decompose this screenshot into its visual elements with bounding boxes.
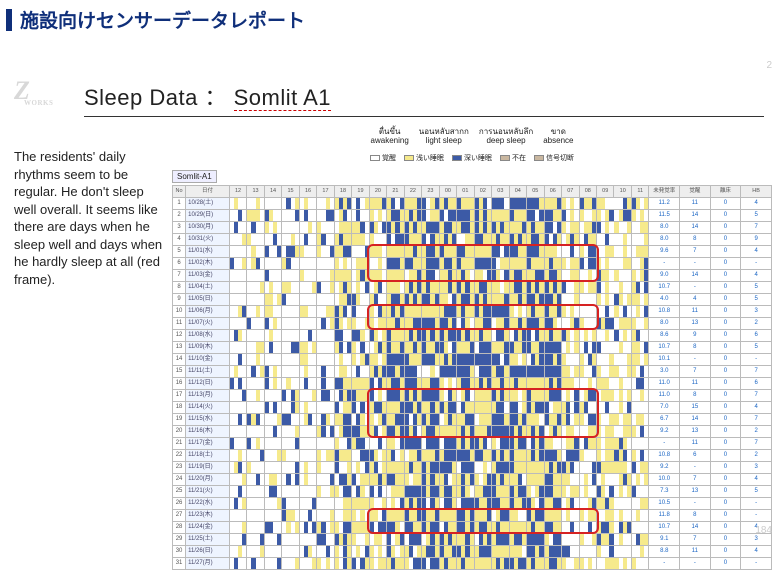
sleep-chart: ตื่นขึ้นawakening นอนหลับสากกlight sleep ก…	[172, 128, 772, 570]
sleep-table: No日付121314151617181920212223000102030405…	[172, 185, 772, 570]
legend-top: ตื่นขึ้นawakening นอนหลับสากกlight sleep ก…	[172, 128, 772, 146]
legend-item: นอนหลับสากกlight sleep	[419, 128, 469, 146]
table-row: 1811/14(火)7.01504	[173, 401, 772, 413]
chart-title-prefix: Sleep Data ：	[84, 85, 234, 110]
legend-swatches: 覚醒浅い睡眠深い睡眠不在信号切断	[172, 153, 772, 163]
table-row: 2011/16(木)9.21302	[173, 425, 772, 437]
table-row: 3011/26(日)8.81104	[173, 545, 772, 557]
table-row: 110/28(土)11.21104	[173, 197, 772, 209]
chart-title-subject: Somlit A1	[234, 85, 331, 111]
table-row: 1911/15(水)6.71407	[173, 413, 772, 425]
legend-swatch: 不在	[500, 153, 526, 163]
table-row: 1411/10(金)10.1-0-	[173, 353, 772, 365]
header-accent	[6, 9, 12, 31]
table-row: 2411/20(月)10.0704	[173, 473, 772, 485]
table-row: 1011/06(月)10.81103	[173, 305, 772, 317]
table-row: 1111/07(火)8.01302	[173, 317, 772, 329]
table-row: 1711/13(月)11.0807	[173, 389, 772, 401]
legend-swatch: 浅い睡眠	[404, 153, 444, 163]
table-row: 611/02(木)--0-	[173, 257, 772, 269]
table-row: 811/04(土)10.7-05	[173, 281, 772, 293]
table-row: 410/31(火)8.0809	[173, 233, 772, 245]
table-row: 2711/23(木)11.880-	[173, 509, 772, 521]
table-row: 1311/09(木)10.7805	[173, 341, 772, 353]
table-row: 310/30(月)8.01407	[173, 221, 772, 233]
table-row: 511/01(水)9.6704	[173, 245, 772, 257]
table-row: 2211/18(土)10.8602	[173, 449, 772, 461]
legend-swatch: 信号切断	[534, 153, 574, 163]
legend-swatch: 深い睡眠	[452, 153, 492, 163]
page-header: 施設向けセンサーデータレポート	[0, 0, 780, 39]
table-row: 210/29(日)11.51405	[173, 209, 772, 221]
table-row: 2111/17(金)-1107	[173, 437, 772, 449]
table-row: 3111/27(月)--0-	[173, 557, 772, 569]
table-row: 2811/24(金)10.71404	[173, 521, 772, 533]
table-header-row: No日付121314151617181920212223000102030405…	[173, 185, 772, 197]
subject-label: Somlit-A1	[172, 170, 217, 183]
legend-item: ตื่นขึ้นawakening	[371, 128, 409, 146]
table-row: 711/03(金)9.01404	[173, 269, 772, 281]
table-row: 1511/11(土)3.0707	[173, 365, 772, 377]
table-row: 2611/22(水)10.5-0-	[173, 497, 772, 509]
legend-item: ขาดabsence	[543, 128, 573, 146]
legend-swatch: 覚醒	[370, 153, 396, 163]
table-row: 911/05(日)4.0405	[173, 293, 772, 305]
header-title: 施設向けセンサーデータレポート	[20, 6, 305, 33]
table-row: 1211/08(水)8.6906	[173, 329, 772, 341]
legend-item: การนอนหลับลึกdeep sleep	[479, 128, 533, 146]
table-row: 2911/25(土)9.1703	[173, 533, 772, 545]
table-row: 2311/19(日)9.2-03	[173, 461, 772, 473]
table-row: 2511/21(火)7.31305	[173, 485, 772, 497]
page-number-bottom: 184	[755, 525, 772, 536]
page-number-top: 2	[766, 60, 772, 71]
table-row: 1611/12(日)11.01106	[173, 377, 772, 389]
logo: Z WORKS	[14, 78, 53, 107]
sidebar-description: The residents' daily rhythms seem to be …	[14, 148, 164, 288]
logo-sub: WORKS	[24, 100, 53, 107]
chart-title: Sleep Data ： Somlit A1	[84, 80, 764, 117]
